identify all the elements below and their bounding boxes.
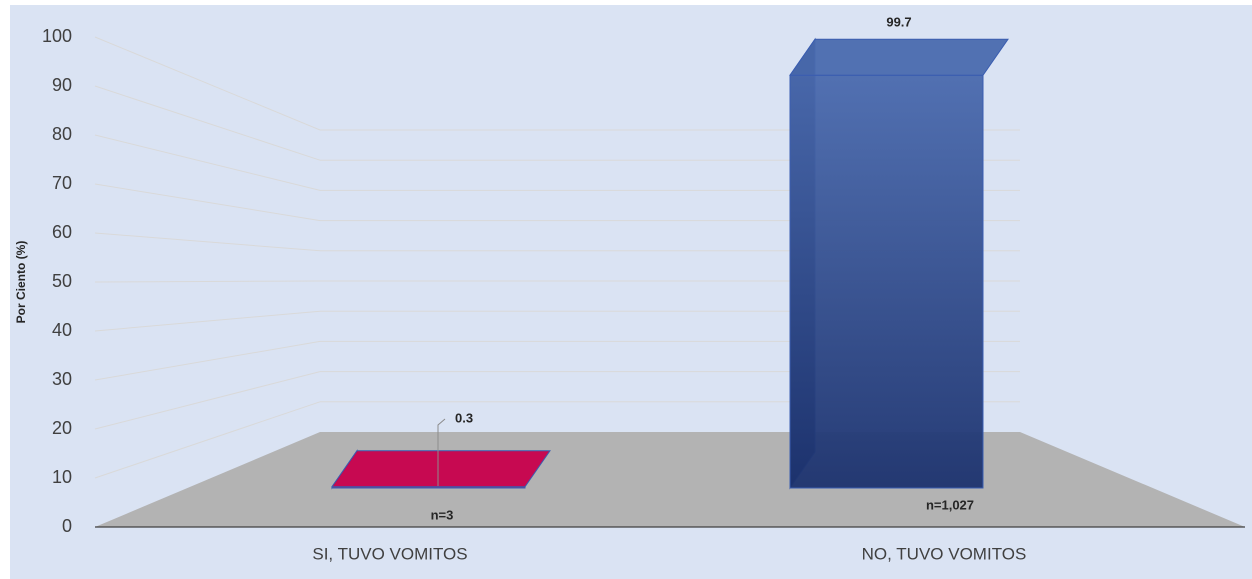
y-tick-label: 30	[52, 369, 72, 389]
grid-line	[94, 183, 321, 222]
bar	[331, 449, 551, 490]
y-axis-label: Por Ciento (%)	[14, 241, 28, 324]
y-tick-label: 10	[52, 467, 72, 487]
grid-line	[94, 36, 321, 131]
y-tick-label: 50	[52, 271, 72, 291]
y-tick-label: 100	[42, 26, 72, 46]
bar	[789, 37, 1009, 490]
y-tick-label: 40	[52, 320, 72, 340]
bar-top	[331, 450, 551, 488]
grid-line	[94, 134, 321, 191]
x-tick-label: NO, TUVO VOMITOS	[862, 544, 1027, 563]
grid-line	[94, 401, 321, 479]
leader-line	[437, 418, 446, 486]
sample-label: n=1,027	[926, 497, 974, 512]
x-tick-label: SI, TUVO VOMITOS	[312, 544, 467, 563]
grid-line	[94, 85, 321, 161]
bar-front	[789, 74, 984, 489]
y-tick-label: 70	[52, 173, 72, 193]
y-tick-label: 80	[52, 124, 72, 144]
grid-line	[94, 371, 321, 430]
data-label: 0.3	[455, 410, 473, 425]
y-tick-label: 20	[52, 418, 72, 438]
y-tick-label: 60	[52, 222, 72, 242]
y-tick-label: 0	[62, 516, 72, 536]
grid-line	[94, 310, 321, 332]
bar-top	[789, 38, 1009, 76]
grid-line	[94, 232, 321, 252]
grid-line	[94, 340, 321, 381]
y-tick-label: 90	[52, 75, 72, 95]
data-label: 99.7	[886, 15, 911, 30]
grid-line	[94, 280, 321, 283]
sample-label: n=3	[431, 507, 454, 522]
